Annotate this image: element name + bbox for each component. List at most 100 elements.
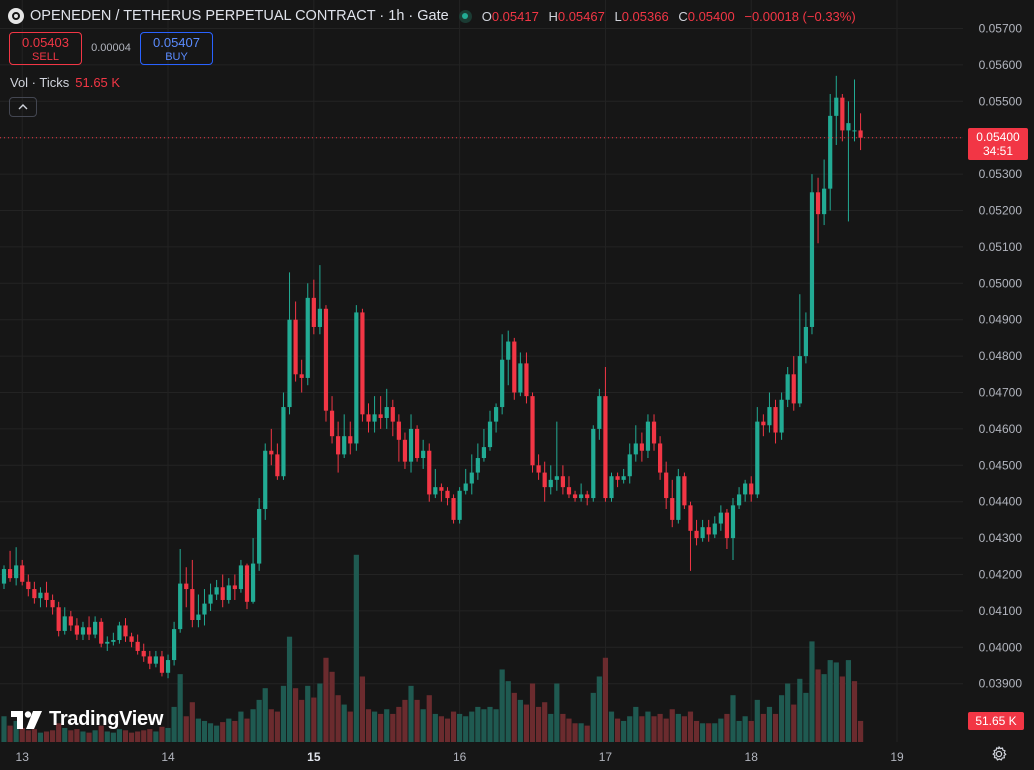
- volume-bar: [207, 723, 214, 742]
- volume-bar: [378, 713, 384, 742]
- candle-body: [342, 436, 347, 455]
- volume-bar: [317, 683, 323, 742]
- candle-body: [840, 97, 845, 131]
- candle-body: [633, 443, 638, 455]
- candle-body: [688, 505, 693, 531]
- candle: [62, 607, 67, 635]
- volume-bar: [323, 657, 329, 742]
- volume-bar: [614, 718, 621, 742]
- candle-body: [433, 487, 438, 495]
- volume-bar: [845, 660, 852, 742]
- candle-body: [250, 563, 256, 602]
- price-tick-label: 0.04200: [979, 568, 1023, 582]
- candle: [147, 650, 152, 670]
- candle: [7, 550, 13, 582]
- volume-bar: [244, 718, 250, 742]
- tradingview-logo[interactable]: TradingView: [11, 708, 163, 731]
- candle-body: [566, 487, 572, 495]
- candle: [603, 367, 608, 502]
- candle: [797, 294, 802, 408]
- volume-bar: [821, 674, 827, 742]
- volume-legend-label: Vol · Ticks: [10, 75, 70, 90]
- candle: [834, 75, 839, 145]
- candle: [803, 312, 808, 364]
- volume-bar: [396, 706, 402, 742]
- candle: [44, 581, 49, 608]
- gear-icon[interactable]: [990, 745, 1008, 763]
- volume-bar: [250, 709, 256, 742]
- volume-value-tag: 51.65 K: [968, 712, 1024, 730]
- volume-bar: [742, 716, 748, 742]
- volume-bar: [560, 713, 566, 742]
- candle-body: [682, 476, 687, 506]
- candle: [560, 465, 565, 495]
- chevron-up-icon: [18, 104, 28, 110]
- candle: [184, 567, 189, 608]
- volume-bar: [760, 713, 766, 742]
- candle-body: [791, 374, 796, 404]
- candle-body: [730, 505, 736, 539]
- open-label: O: [481, 8, 492, 24]
- candle: [451, 494, 456, 524]
- brand-text: TradingView: [49, 708, 164, 730]
- volume-bar: [596, 676, 602, 742]
- candle-body: [651, 421, 657, 444]
- volume-bar: [602, 657, 609, 742]
- candle-body: [214, 587, 219, 595]
- candle-body: [706, 527, 711, 535]
- candle: [682, 472, 687, 509]
- candle-body: [718, 512, 723, 524]
- candle-body: [512, 341, 517, 393]
- volume-bar: [572, 723, 578, 742]
- collapse-legend-button[interactable]: [9, 97, 37, 117]
- volume-bar: [232, 720, 238, 742]
- candle: [354, 305, 359, 451]
- candle-body: [846, 123, 851, 131]
- change-value: −0.00018 (−0.33%): [744, 8, 856, 24]
- volume-bar: [171, 706, 177, 742]
- low-label: L: [614, 8, 622, 24]
- volume-bar: [627, 716, 633, 742]
- candle-body: [803, 326, 808, 357]
- candle: [86, 616, 92, 641]
- price-tick-label: 0.05200: [979, 204, 1023, 218]
- price-tick-label: 0.04400: [979, 495, 1023, 509]
- candle-body: [105, 641, 110, 644]
- volume-bar: [153, 731, 159, 742]
- volume-bar: [92, 730, 98, 742]
- volume-bar: [724, 713, 730, 742]
- candle: [232, 574, 237, 600]
- candle: [566, 476, 572, 499]
- candle: [190, 559, 195, 628]
- volume-legend[interactable]: Vol · Ticks 51.65 K: [10, 75, 120, 90]
- candle-body: [639, 443, 644, 451]
- candle: [846, 101, 851, 222]
- volume-bar: [293, 688, 299, 742]
- candle-body: [815, 192, 821, 215]
- candle: [299, 359, 304, 393]
- candle-body: [487, 421, 493, 448]
- volume-bar: [554, 683, 560, 742]
- candle: [852, 79, 857, 142]
- volume-bar: [584, 725, 590, 742]
- candle: [779, 392, 784, 440]
- volume-bar: [37, 732, 44, 742]
- candle: [378, 396, 383, 429]
- volume-bar: [311, 697, 317, 742]
- candle-body: [62, 616, 67, 631]
- candle: [68, 610, 73, 631]
- symbol-title[interactable]: OPENEDEN / TETHERUS PERPETUAL CONTRACT ·…: [30, 8, 449, 24]
- buy-button[interactable]: 0.05407 BUY: [140, 32, 213, 65]
- candle-body: [50, 599, 55, 608]
- candle: [591, 425, 596, 502]
- candle-body: [439, 487, 444, 491]
- candle: [348, 421, 353, 455]
- sell-button[interactable]: 0.05403 SELL: [9, 32, 82, 65]
- volume-bar: [335, 695, 341, 742]
- volume-bar: [1, 716, 7, 742]
- price-tick-label: 0.05000: [979, 276, 1023, 290]
- volume-bar: [748, 720, 754, 742]
- candle-body: [348, 436, 353, 444]
- candle-body: [676, 476, 681, 520]
